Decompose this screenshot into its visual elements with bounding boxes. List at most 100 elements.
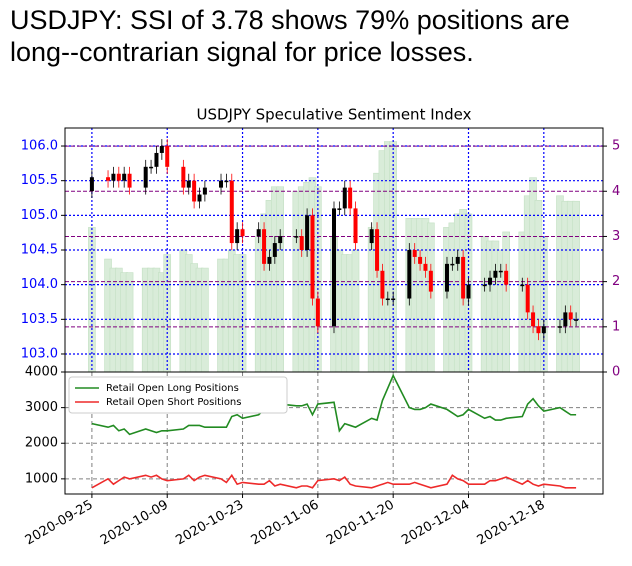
candle-body (111, 173, 116, 181)
candle-body (428, 270, 433, 292)
x-tick-label: 2020-10-23 (173, 498, 246, 549)
y-tick-label: 105.5 (21, 173, 58, 188)
y-tick-label: 3000 (25, 400, 58, 415)
candle-body (294, 236, 299, 238)
candle-body (482, 284, 487, 287)
candle-body (224, 180, 229, 183)
candle-body (557, 326, 562, 328)
headline-line: long--contrarian signal for price losses… (10, 37, 474, 67)
candle-body (531, 312, 536, 327)
candle-body (262, 229, 267, 264)
y-tick-label: 1000 (25, 471, 58, 486)
candle-body (541, 326, 546, 334)
x-tick-label: 2020-12-04 (399, 498, 472, 549)
candle-body (192, 180, 197, 202)
y-tick-label: 104.0 (21, 277, 58, 292)
y-tick-label: 103.0 (21, 346, 58, 361)
legend: Retail Open Long Positions Retail Open Sh… (68, 376, 288, 414)
y2-tick-label: 2 (612, 274, 620, 289)
plot-frame (64, 371, 604, 495)
candle-body (461, 256, 466, 299)
chart-title: USDJPY Speculative Sentiment Index (196, 106, 471, 124)
y-tick-label: 4000 (25, 365, 58, 380)
candle-body (305, 215, 310, 250)
y-tick-label: 2000 (25, 436, 58, 451)
candle-body (181, 166, 186, 188)
y-tick-label: 104.5 (21, 243, 58, 258)
candle-body (375, 229, 380, 271)
legend-label: Retail Open Short Positions (106, 397, 241, 408)
candle-body (202, 187, 207, 195)
candle-body (299, 236, 304, 250)
candle-body (159, 146, 164, 153)
legend-label: Retail Open Long Positions (106, 383, 239, 394)
candle-body (337, 208, 342, 210)
candle-body (235, 229, 240, 244)
candle-body (197, 194, 202, 202)
candle-body (143, 166, 148, 188)
candle-body (127, 173, 132, 188)
candle-body (574, 319, 579, 321)
candle-body (488, 277, 493, 285)
candle-body (310, 215, 315, 299)
series-line (91, 373, 577, 436)
y2-tick-label: 4 (612, 184, 620, 199)
candle-body (385, 298, 390, 301)
candle-body (122, 173, 127, 181)
series-line (91, 473, 577, 489)
candle-body (348, 187, 353, 209)
y2-tick-label: 1 (612, 319, 620, 334)
candle-body (391, 298, 396, 301)
candle-body (149, 166, 154, 169)
candle-body (186, 180, 191, 188)
candle-body (407, 250, 412, 299)
candle-body (520, 284, 525, 287)
candle-body (353, 208, 358, 244)
candle-body (229, 180, 234, 244)
candle-body (536, 326, 541, 334)
legend-box (68, 376, 288, 414)
candle-body (493, 270, 498, 278)
candle-body (380, 270, 385, 299)
candle-body (498, 270, 503, 273)
y2-tick-label: 3 (612, 229, 620, 244)
ssi-bar (502, 231, 510, 373)
ssi-bar (201, 267, 209, 373)
candle-body (418, 256, 423, 264)
x-tick-label: 2020-12-18 (475, 498, 548, 549)
candle-body (342, 187, 347, 209)
candle-body (267, 256, 272, 264)
candle-body (116, 173, 121, 181)
x-tick-label: 2020-09-25 (23, 498, 96, 549)
ssi-bar (276, 186, 285, 373)
candle-body (423, 263, 428, 271)
candle-body (504, 270, 509, 285)
candle-body (450, 263, 455, 266)
y-tick-label: 103.5 (21, 312, 58, 327)
candle-body (563, 312, 568, 327)
x-tick-label: 2020-11-20 (324, 498, 397, 549)
candle-body (106, 177, 111, 181)
x-tick-label: 2020-11-06 (249, 498, 322, 549)
candle-body (240, 229, 245, 237)
y-tick-label: 105.0 (21, 208, 58, 223)
candle-body (525, 284, 530, 313)
y-tick-label: 106.0 (21, 139, 58, 154)
candle-body (466, 284, 471, 299)
candle-body (256, 229, 261, 237)
candle-body (444, 263, 449, 292)
candle-body (332, 208, 336, 327)
x-tick-label: 2020-10-09 (98, 498, 171, 549)
candle-body (455, 256, 460, 264)
candle-body (272, 243, 277, 257)
candle-body (165, 146, 170, 167)
candle-body (369, 229, 374, 244)
candle-body (89, 177, 94, 192)
candle-body (278, 236, 283, 244)
candle-body (412, 250, 417, 257)
candle-body (315, 298, 320, 327)
y2-tick-label: 5 (612, 139, 620, 154)
candle-body (219, 180, 224, 188)
